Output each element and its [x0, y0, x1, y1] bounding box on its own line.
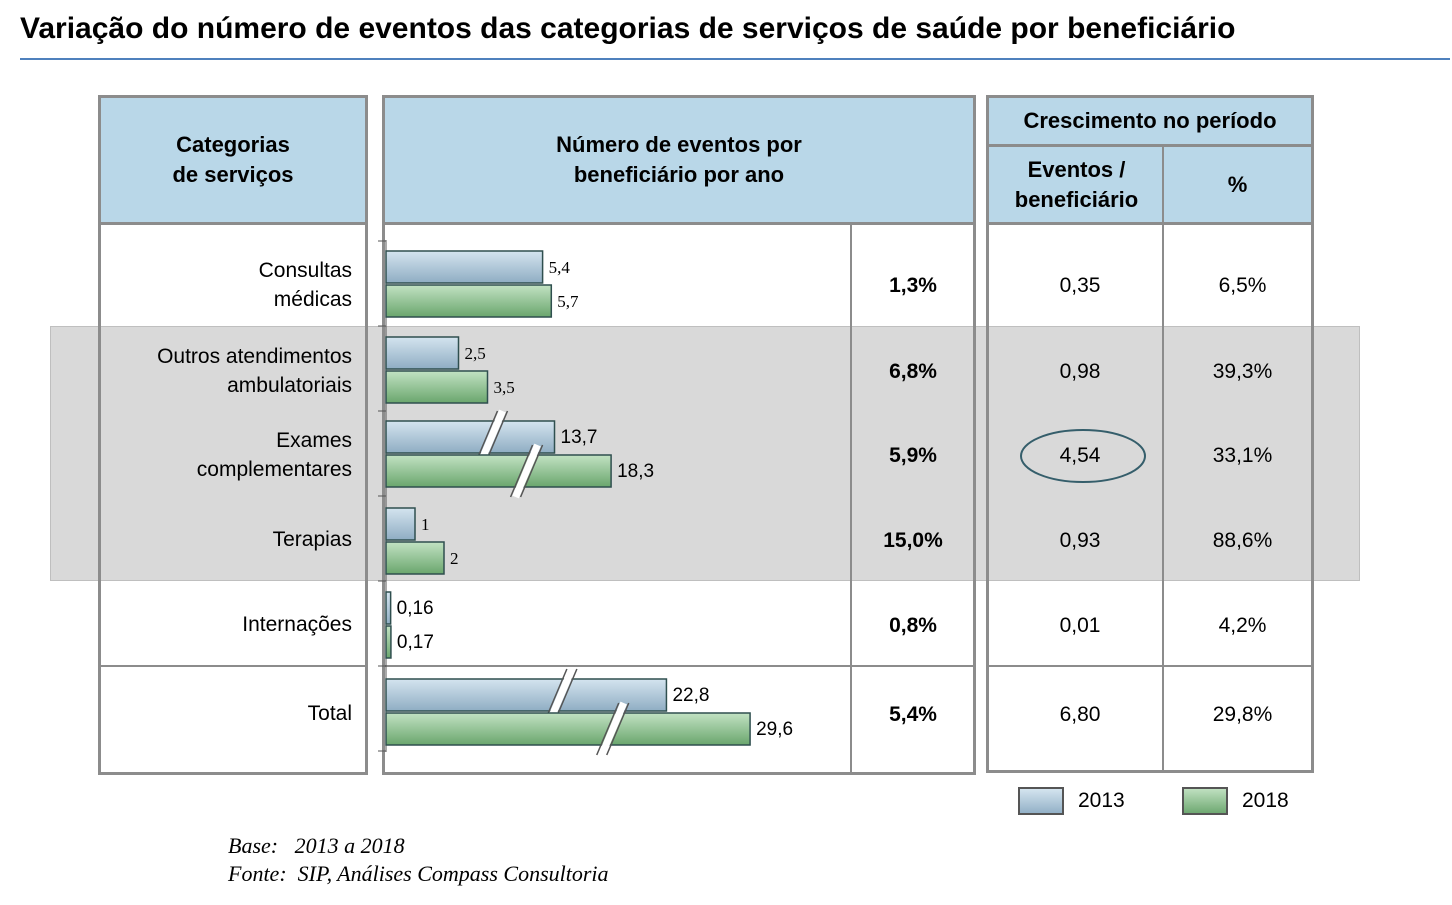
data-label-2013: 22,8: [672, 685, 709, 706]
data-label-2018: 5,7: [557, 292, 579, 311]
bar-2013: [385, 420, 556, 454]
growth-events-value: 4,54: [1059, 444, 1101, 467]
highlight-ellipse: [1020, 429, 1146, 483]
data-label-2013: 1: [421, 515, 430, 534]
events-header: Número de eventos por beneficiário por a…: [385, 98, 973, 225]
growth-pct-value: 29,8%: [1212, 703, 1273, 726]
categories-panel: [98, 95, 368, 775]
growth-pct-header: %: [1164, 147, 1311, 225]
data-label-2013: 2,5: [465, 344, 486, 363]
bar-2013: [385, 507, 416, 541]
footer-base: Base: 2013 a 2018: [228, 833, 405, 858]
footer-source: Fonte: SIP, Análises Compass Consultoria: [228, 861, 609, 886]
category-label: Outros atendimentos ambulatoriais: [157, 345, 352, 397]
cagr-value: 1,3%: [889, 274, 937, 297]
axis-break-mark: [509, 444, 534, 498]
growth-pct-value: 33,1%: [1212, 444, 1273, 467]
legend-label-2018: 2018: [1242, 789, 1289, 812]
growth-pct-value: 39,3%: [1212, 360, 1273, 383]
growth-events-value: 6,80: [1059, 703, 1101, 726]
growth-events-value: 0,01: [1059, 614, 1101, 637]
bar-2018: [385, 625, 392, 659]
legend-label-2013: 2013: [1078, 789, 1125, 812]
categories-header: Categorias de serviços: [101, 98, 365, 225]
cagr-value: 6,8%: [889, 360, 937, 383]
highlight-band: [50, 326, 1360, 581]
bar-2013: [385, 336, 460, 370]
bar-2018: [385, 712, 751, 746]
cagr-value: 15,0%: [883, 529, 943, 552]
growth-events-value: 0,35: [1059, 274, 1101, 297]
bar-2018: [385, 370, 489, 404]
data-label-2018: 29,6: [756, 719, 793, 740]
cagr-value: 5,9%: [889, 444, 937, 467]
category-label: Consultas médicas: [258, 259, 352, 311]
growth-events-value: 0,98: [1059, 360, 1101, 383]
category-label: Internações: [242, 613, 352, 636]
events-panel: [382, 95, 976, 775]
category-label: Terapias: [272, 528, 352, 551]
axis-break-mark: [596, 702, 620, 756]
cagr-value: 0,8%: [889, 614, 937, 637]
data-label-2018: 0,17: [397, 632, 434, 653]
data-label-2013: 13,7: [561, 427, 598, 448]
data-label-2018: 2: [450, 549, 459, 568]
growth-pct-value: 6,5%: [1218, 274, 1267, 297]
bar-2013: [385, 678, 668, 712]
cagr-value: 5,4%: [889, 703, 937, 726]
axis-break-mark: [598, 701, 627, 757]
bar-2013: [385, 591, 392, 625]
data-label-2013: 5,4: [549, 258, 571, 277]
category-label: Exames complementares: [196, 429, 352, 481]
legend-swatch-2018: [1182, 787, 1228, 815]
growth-pct-value: 4,2%: [1218, 614, 1267, 637]
title-underline: [20, 58, 1450, 60]
bar-2013: [385, 250, 544, 284]
bar-2018: [385, 284, 553, 318]
bar-2018: [385, 541, 445, 575]
chart-title: Variação do número de eventos das catego…: [20, 12, 1236, 45]
legend-swatch-2013: [1018, 787, 1064, 815]
growth-panel: [986, 95, 1314, 773]
total-separator: [385, 665, 973, 667]
growth-header: Crescimento no período: [989, 98, 1311, 147]
category-label: Total: [307, 702, 352, 725]
growth-events-value: 0,93: [1059, 529, 1101, 552]
axis-break-mark: [519, 444, 544, 498]
total-separator: [101, 665, 365, 667]
data-label-2018: 3,5: [494, 378, 515, 397]
axis-break-mark: [512, 443, 541, 499]
growth-divider: [1162, 147, 1164, 770]
bar-2018: [385, 454, 612, 488]
total-separator: [989, 665, 1311, 667]
cagr-divider: [850, 225, 852, 772]
growth-events-header: Eventos / beneficiário: [989, 147, 1164, 225]
data-label-2018: 18,3: [617, 461, 654, 482]
growth-pct-value: 88,6%: [1212, 529, 1273, 552]
data-label-2013: 0,16: [397, 598, 434, 619]
axis-break-mark: [606, 702, 630, 756]
